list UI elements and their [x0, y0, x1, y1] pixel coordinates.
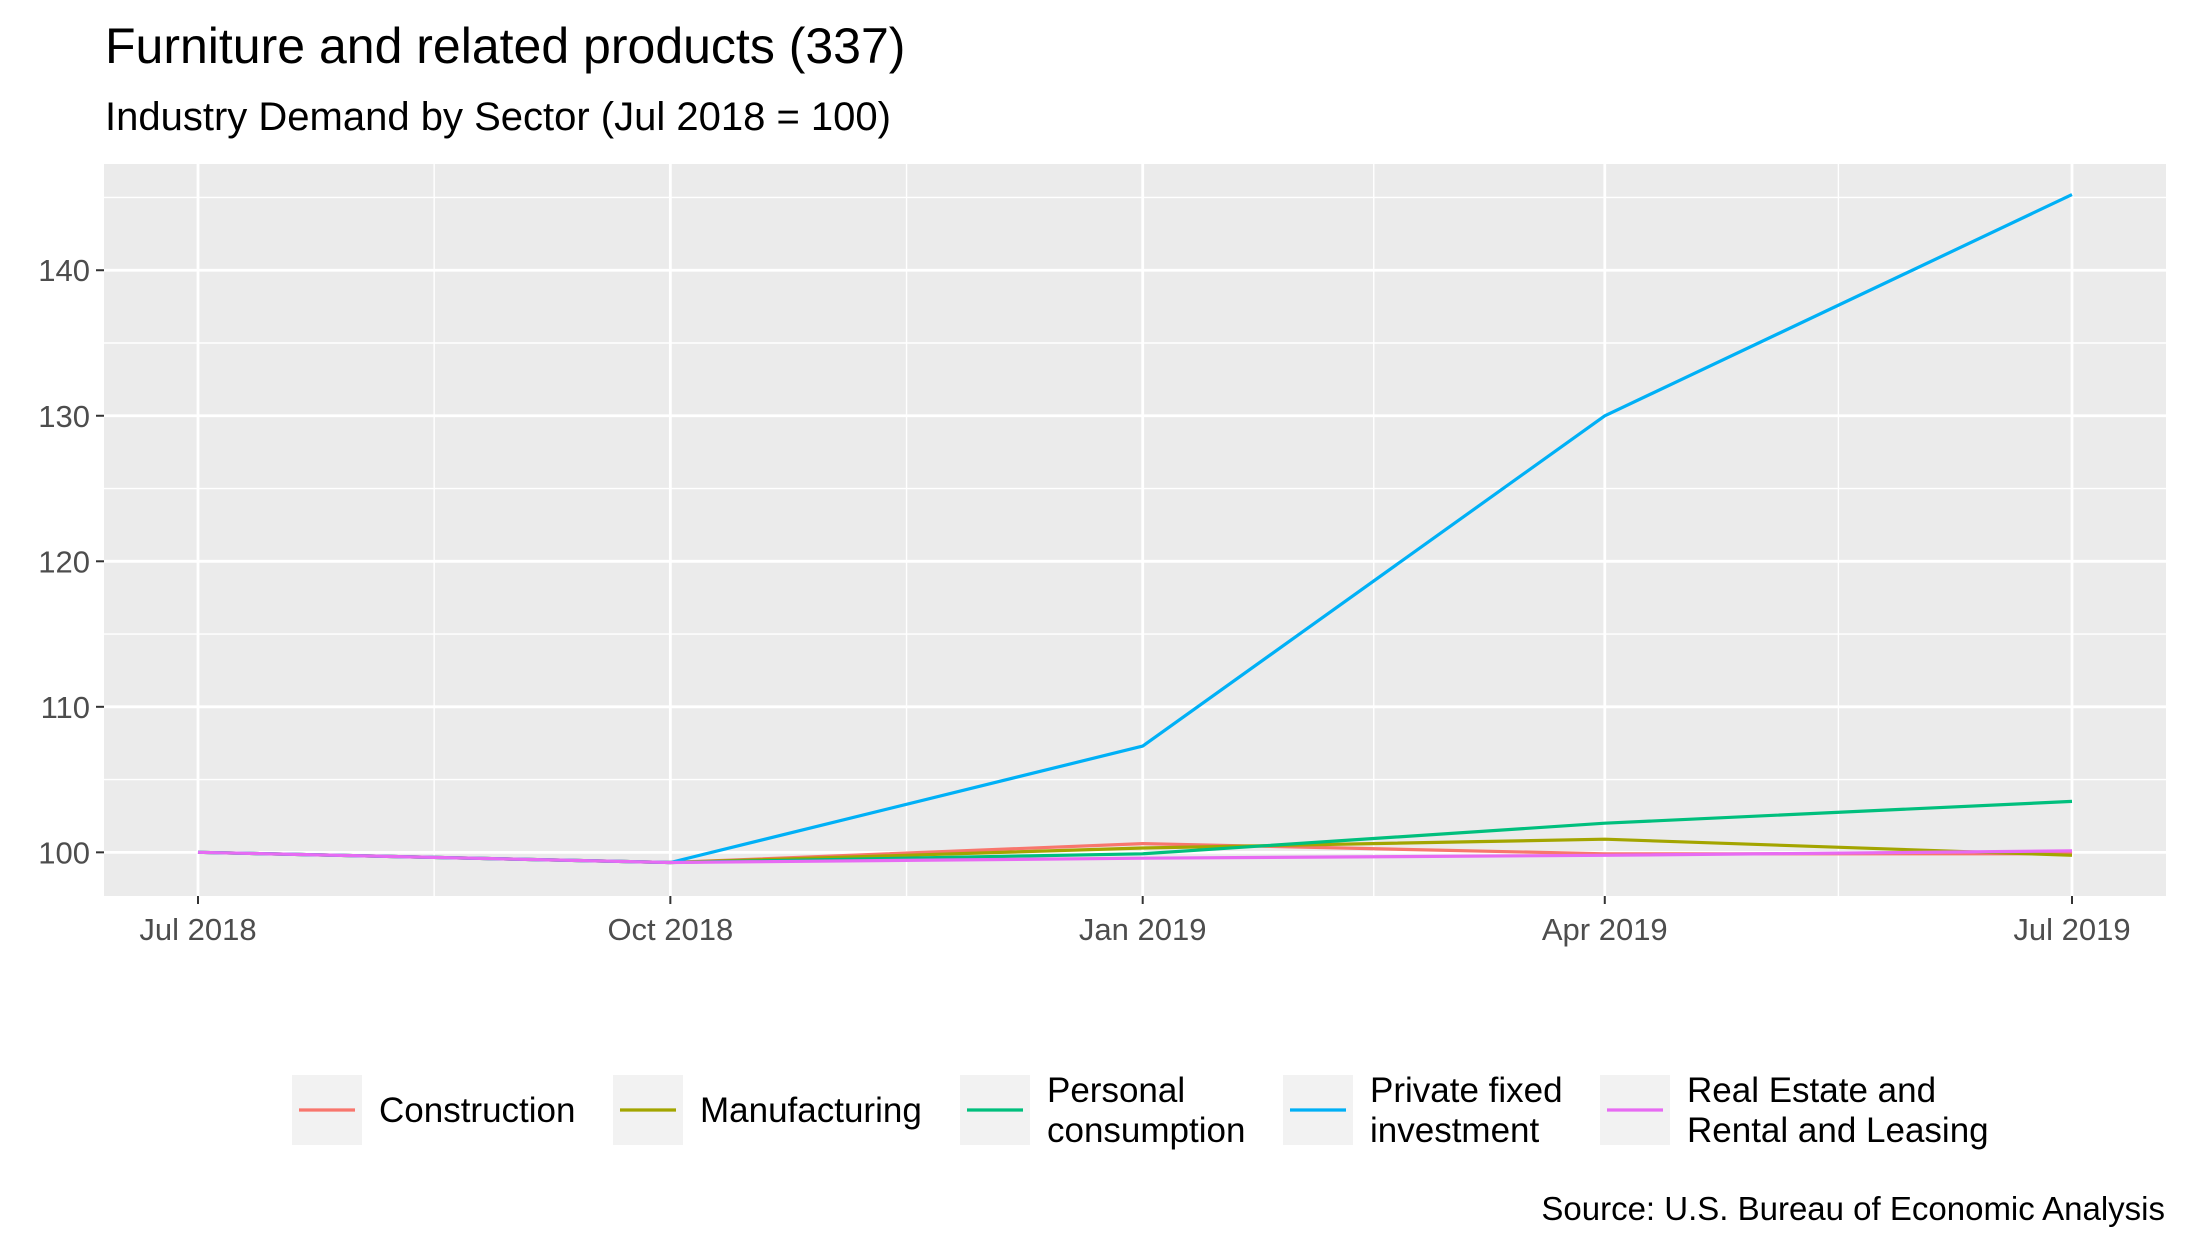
x-tick-label: Apr 2019	[1542, 912, 1668, 947]
y-tick-label: 110	[41, 690, 90, 725]
source-caption: Source: U.S. Bureau of Economic Analysis	[1541, 1190, 2165, 1227]
legend-label-4: Rental and Leasing	[1687, 1111, 1989, 1150]
legend-label-2: consumption	[1047, 1111, 1245, 1150]
series-lines	[197, 193, 2073, 865]
x-tick-label: Oct 2018	[607, 912, 733, 947]
legend: Construction Manufacturing Personalconsump…	[292, 1071, 1989, 1150]
legend-label-3: investment	[1370, 1111, 1540, 1150]
legend-label-4: Real Estate and	[1687, 1071, 1936, 1110]
y-tick-label: 120	[38, 544, 90, 579]
plot-panel	[104, 164, 2166, 896]
x-tick-label: Jan 2019	[1079, 912, 1207, 947]
chart-subtitle: Industry Demand by Sector (Jul 2018 = 10…	[105, 95, 891, 139]
y-tick-label: 130	[38, 399, 90, 434]
chart-title: Furniture and related products (337)	[105, 18, 905, 74]
y-tick-label: 100	[38, 835, 90, 870]
axes: 100 110 120 130 140 Jul 2018 Oct 2018 Jan 2019 A…	[38, 253, 2130, 947]
x-tick-label: Jul 2019	[2013, 912, 2130, 947]
series-line-4	[197, 849, 2073, 865]
legend-label-3: Private fixed	[1370, 1071, 1563, 1110]
x-tick-label: Jul 2018	[139, 912, 256, 947]
y-tick-label: 140	[38, 253, 90, 288]
legend-label-2: Personal	[1047, 1071, 1185, 1110]
legend-label-1: Manufacturing	[700, 1091, 922, 1130]
legend-label-0: Construction	[379, 1091, 575, 1130]
